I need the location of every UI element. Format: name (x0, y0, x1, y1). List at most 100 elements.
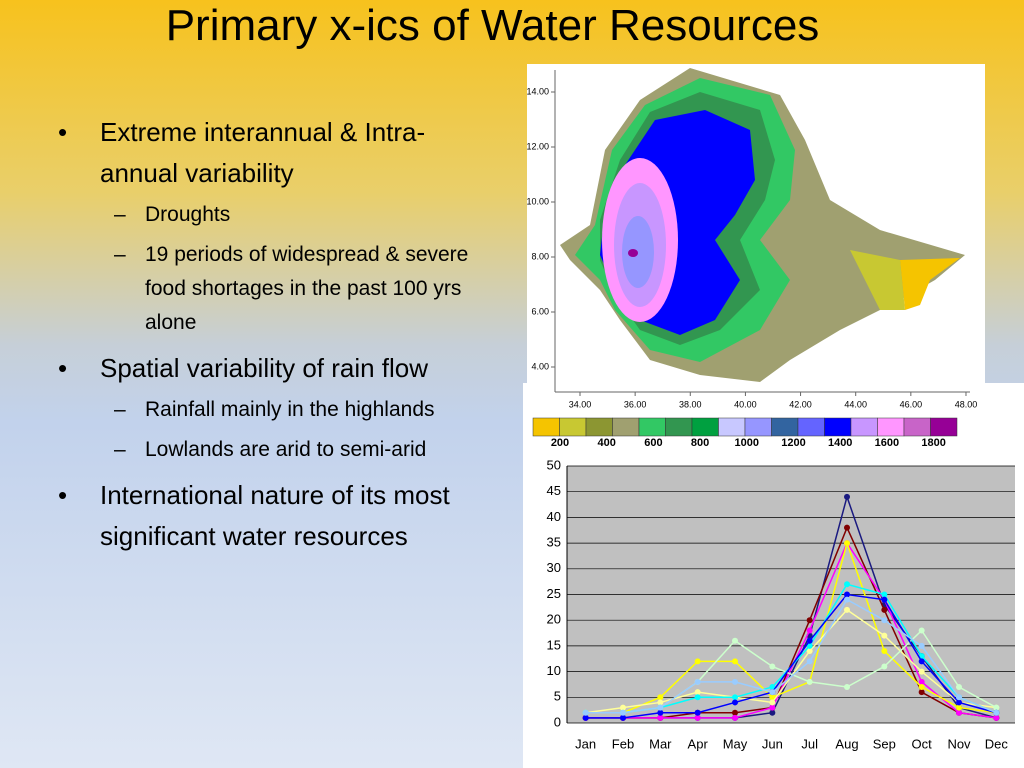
map-zone (622, 216, 654, 288)
sub-bullet: Lowlands are arid to semi-arid (100, 433, 478, 467)
data-point (806, 637, 813, 644)
data-point (657, 704, 664, 711)
data-point (769, 709, 776, 716)
rain-map (560, 68, 965, 382)
map-y-label: 10.00 (526, 196, 549, 206)
x-tick-label: Apr (688, 736, 709, 751)
data-point (694, 694, 701, 701)
data-point (694, 709, 701, 716)
map-x-label: 44.00 (844, 399, 867, 409)
data-point (732, 637, 738, 644)
map-y-label: 8.00 (531, 251, 549, 261)
map-y-label: 12.00 (526, 141, 549, 151)
data-point (769, 663, 776, 670)
data-point (806, 617, 813, 624)
x-tick-label: Nov (947, 736, 971, 751)
x-tick-label: May (723, 736, 748, 751)
legend-swatch (532, 417, 560, 437)
data-point (657, 709, 664, 716)
data-point (881, 648, 888, 655)
data-point (582, 709, 589, 716)
data-point (918, 689, 925, 696)
legend-swatch (559, 417, 587, 437)
sub-list: Droughts 19 periods of widespread & sever… (100, 198, 478, 340)
data-point (694, 689, 701, 696)
legend-swatch (585, 417, 613, 437)
slide-title: Primary x-ics of Water Resources (165, 1, 820, 50)
data-point (956, 694, 962, 701)
legend-swatch (797, 417, 825, 437)
legend-label: 200 (551, 437, 569, 449)
sub-bullet: Droughts (100, 198, 478, 232)
data-point (769, 684, 776, 691)
map-x-label: 38.00 (679, 399, 702, 409)
sub-bullet: 19 periods of widespread & severe food s… (100, 238, 478, 340)
map-x-label: 42.00 (789, 399, 812, 409)
data-point (806, 648, 813, 655)
data-point (844, 493, 850, 500)
data-point (881, 591, 888, 598)
bullet-list: Extreme interannual & Intra-annual varia… (58, 112, 478, 565)
data-point (844, 591, 850, 598)
y-tick-label: 0 (554, 714, 561, 729)
data-point (844, 684, 850, 691)
legend-swatch (665, 417, 693, 437)
data-point (993, 709, 1000, 716)
data-point (844, 540, 850, 547)
x-tick-label: Sep (873, 736, 896, 751)
data-point (769, 699, 776, 706)
legend-label: 1400 (828, 437, 852, 449)
data-point (657, 714, 664, 721)
data-point (694, 678, 701, 685)
y-tick-label: 20 (547, 612, 561, 627)
y-tick-label: 25 (547, 586, 561, 601)
series-line (585, 541, 997, 719)
data-point (806, 678, 813, 685)
legend-label: 800 (691, 437, 709, 449)
data-point (844, 524, 850, 531)
map-y-label: 4.00 (531, 361, 549, 371)
sub-list: Rainfall mainly in the highlands Lowlands… (100, 393, 478, 467)
data-point (806, 658, 813, 665)
map-x-label: 46.00 (900, 399, 923, 409)
data-point (806, 627, 813, 634)
legend-swatch (850, 417, 878, 437)
y-tick-label: 15 (547, 637, 561, 652)
map-x-label: 48.00 (955, 399, 978, 409)
bullet: International nature of its most signifi… (58, 475, 478, 557)
data-point (956, 709, 962, 716)
legend-swatch (877, 417, 905, 437)
bullet-text: International nature of its most signifi… (100, 480, 450, 551)
x-tick-label: Dec (985, 736, 1009, 751)
legend-swatch (718, 417, 746, 437)
bullet: Spatial variability of rain flow Rainfall… (58, 348, 478, 467)
data-point (732, 714, 738, 721)
legend-swatch (930, 417, 958, 437)
data-point (582, 714, 589, 721)
x-tick-label: Feb (612, 736, 634, 751)
data-point (956, 704, 962, 711)
map-x-label: 36.00 (624, 399, 647, 409)
x-tick-label: Mar (649, 736, 672, 751)
x-tick-label: Jun (762, 736, 783, 751)
legend-swatch (824, 417, 852, 437)
data-point (881, 632, 888, 639)
data-point (806, 642, 813, 649)
data-point (844, 606, 850, 613)
data-point (918, 684, 925, 691)
data-point (844, 581, 850, 588)
x-tick-label: Jul (801, 736, 818, 751)
data-point (993, 704, 1000, 711)
data-point (881, 606, 888, 613)
data-point (844, 596, 850, 603)
bullet: Extreme interannual & Intra-annual varia… (58, 112, 478, 340)
bullet-text: Spatial variability of rain flow (100, 353, 429, 383)
y-tick-label: 5 (554, 689, 561, 704)
map-zone (900, 258, 960, 310)
legend-label: 1800 (921, 437, 945, 449)
data-point (657, 699, 664, 706)
data-point (769, 694, 776, 701)
data-point (732, 699, 738, 706)
